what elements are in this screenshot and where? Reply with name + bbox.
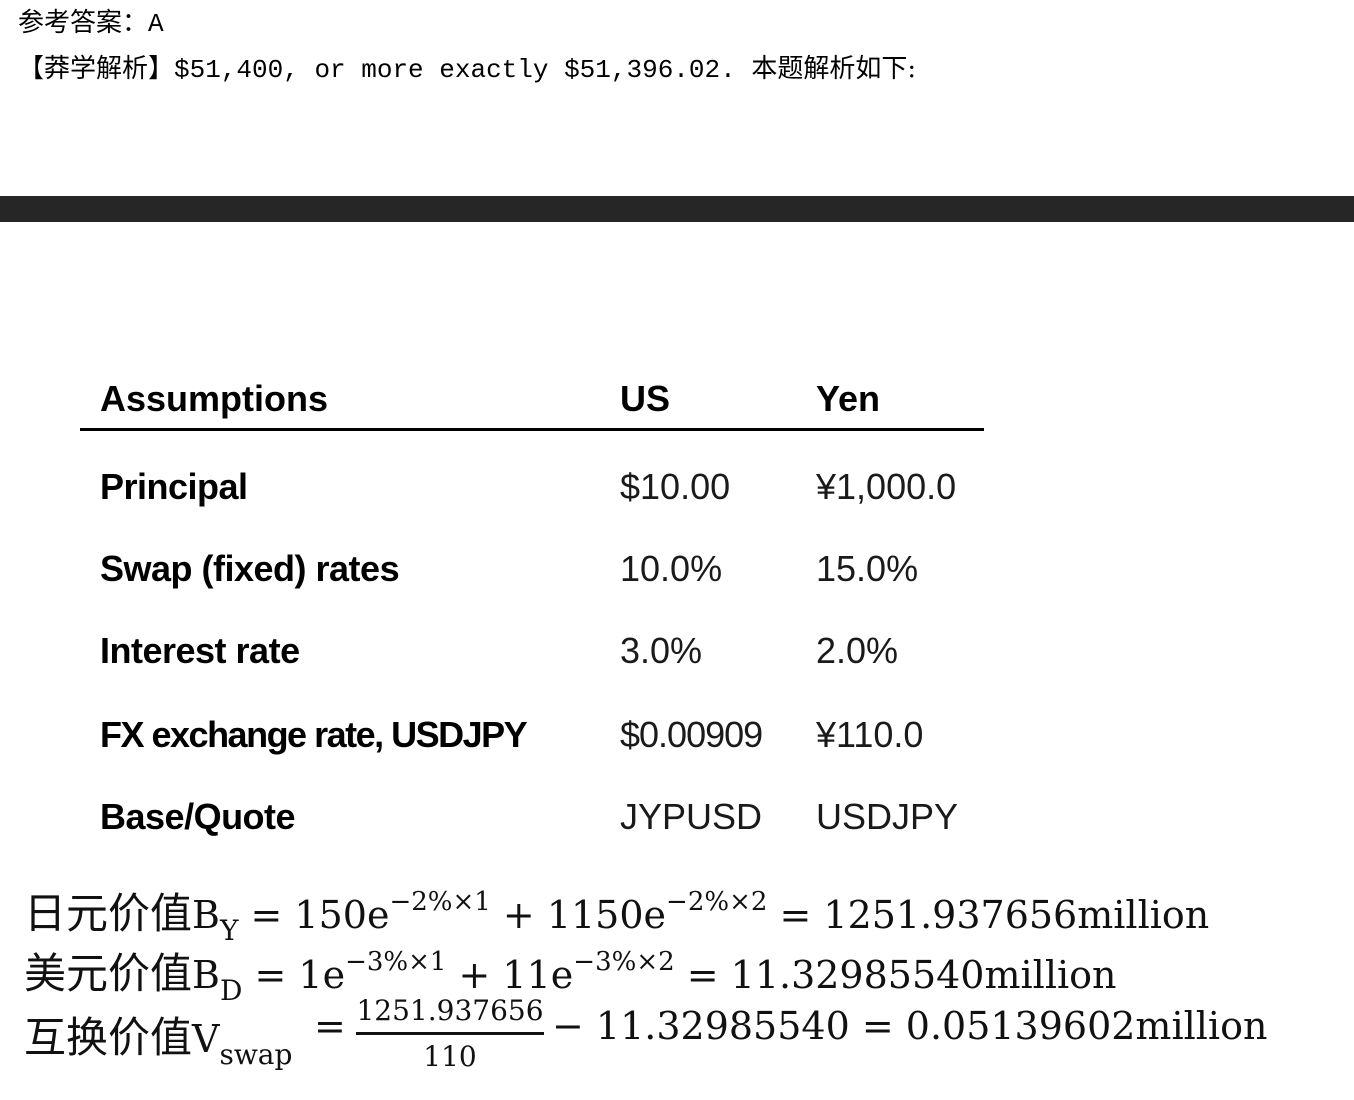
row-us-interest-rate: 3.0% bbox=[620, 630, 703, 671]
formula-swap-numerator: 1251.937656 bbox=[356, 994, 544, 1027]
table-header-rule bbox=[80, 428, 984, 431]
formula-swap-label: 互换价值 bbox=[24, 1013, 193, 1062]
formula-yen-sub: Y bbox=[219, 914, 239, 947]
formula-swap-denominator: 110 bbox=[423, 1040, 477, 1073]
analysis-line: 【莽学解析】$51,400, or more exactly $51,396.0… bbox=[18, 48, 916, 85]
row-us-swap-rates: 10.0% bbox=[620, 548, 723, 589]
answer-label: 参考答案： bbox=[18, 8, 149, 38]
formula-yen-label: 日元价值 bbox=[24, 889, 193, 938]
formula-usd-exp2: −3%×2 bbox=[573, 947, 675, 977]
answer-line: 参考答案：A bbox=[18, 2, 164, 39]
formula-swap-result: − 11.32985540 = 0.05139602million bbox=[552, 1004, 1268, 1048]
row-yen-fx-rate: ¥110.0 bbox=[816, 714, 924, 755]
formula-yen-result: = 1251.937656million bbox=[767, 893, 1210, 937]
row-label-base-quote: Base/Quote bbox=[100, 796, 296, 837]
section-divider bbox=[0, 196, 1354, 222]
table-header-us: US bbox=[620, 378, 671, 419]
analysis-label: 【莽学解析】 bbox=[18, 54, 175, 84]
table-header-assumptions: Assumptions bbox=[100, 378, 329, 419]
row-label-interest-rate: Interest rate bbox=[100, 630, 300, 671]
table-header-yen: Yen bbox=[816, 378, 881, 419]
formula-usd-part1: = 1e bbox=[242, 953, 346, 997]
formula-yen-exp2: −2%×2 bbox=[666, 887, 768, 917]
formula-yen-part1: = 150e bbox=[238, 893, 390, 937]
row-yen-swap-rates: 15.0% bbox=[816, 548, 919, 589]
analysis-text: $51,400, or more exactly $51,396.02. bbox=[174, 55, 752, 85]
formula-yen-exp1: −2%×1 bbox=[389, 887, 491, 917]
formula-usd-label: 美元价值 bbox=[24, 949, 193, 998]
row-yen-base-quote: USDJPY bbox=[816, 796, 959, 837]
formula-usd-sub: D bbox=[219, 974, 243, 1007]
formula-usd-exp1: −3%×1 bbox=[345, 947, 447, 977]
formula-usd-result: = 11.32985540million bbox=[674, 953, 1117, 997]
formula-swap-equals: = bbox=[314, 1004, 346, 1048]
row-label-swap-rates: Swap (fixed) rates bbox=[100, 548, 400, 589]
row-label-fx-rate: FX exchange rate, USDJPY bbox=[100, 714, 528, 755]
formula-yen-part2: + 1150e bbox=[490, 893, 667, 937]
formula-yen-value: 日元价值BY = 150e−2%×1 + 1150e−2%×2 = 1251.9… bbox=[24, 880, 1209, 947]
formula-usd-var: B bbox=[192, 953, 220, 997]
formula-swap-var: V bbox=[192, 1017, 220, 1061]
formula-usd-part2: + 11e bbox=[446, 953, 574, 997]
row-us-base-quote: JYPUSD bbox=[620, 796, 763, 837]
formula-swap-value: 互换价值Vswap bbox=[24, 1004, 292, 1071]
formula-swap-fraction-bar bbox=[356, 1032, 544, 1035]
formula-yen-var: B bbox=[192, 893, 220, 937]
analysis-tail: 本题解析如下: bbox=[751, 54, 917, 84]
row-yen-principal: ¥1,000.0 bbox=[816, 466, 957, 507]
formula-swap-sub: swap bbox=[219, 1038, 293, 1071]
row-label-principal: Principal bbox=[100, 466, 248, 507]
answer-value: A bbox=[148, 9, 164, 39]
row-us-fx-rate: $0.00909 bbox=[620, 714, 763, 755]
row-yen-interest-rate: 2.0% bbox=[816, 630, 899, 671]
formula-usd-value: 美元价值BD = 1e−3%×1 + 11e−3%×2 = 11.3298554… bbox=[24, 940, 1116, 1007]
row-us-principal: $10.00 bbox=[620, 466, 731, 507]
